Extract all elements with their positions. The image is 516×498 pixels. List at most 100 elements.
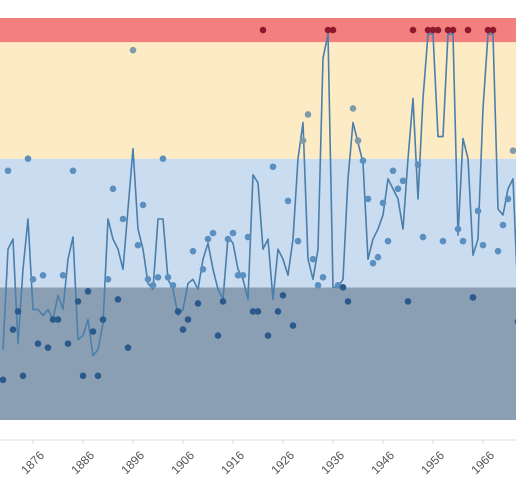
data-point xyxy=(434,26,442,34)
data-point xyxy=(204,235,212,243)
data-point xyxy=(84,288,92,295)
data-point xyxy=(34,340,42,347)
data-point xyxy=(234,271,242,279)
data-point xyxy=(174,308,182,315)
data-point xyxy=(479,241,487,249)
x-tick-label: 1956 xyxy=(418,448,447,477)
data-point xyxy=(104,276,112,283)
x-tick-label: 1906 xyxy=(168,448,197,477)
data-point xyxy=(169,282,177,289)
band xyxy=(0,158,516,288)
data-point xyxy=(89,328,97,335)
band xyxy=(0,287,516,420)
data-point xyxy=(499,221,507,229)
data-point xyxy=(454,225,462,233)
data-point xyxy=(224,235,232,243)
data-point xyxy=(359,157,367,165)
data-point xyxy=(144,276,152,283)
data-point xyxy=(164,273,172,281)
data-point xyxy=(404,298,412,305)
data-point xyxy=(459,237,467,245)
data-point xyxy=(4,167,12,175)
data-point xyxy=(489,26,497,34)
data-point xyxy=(19,372,27,380)
data-point xyxy=(419,233,427,241)
data-point xyxy=(209,229,217,237)
x-tick-label: 1896 xyxy=(118,448,147,477)
data-point xyxy=(154,273,162,281)
data-point xyxy=(494,247,502,255)
data-point xyxy=(54,316,62,323)
data-point xyxy=(64,340,72,347)
data-point xyxy=(469,294,477,301)
data-point xyxy=(59,271,67,279)
data-point xyxy=(39,271,47,279)
data-point xyxy=(484,26,492,34)
data-point xyxy=(149,282,157,289)
x-tick-label: 1926 xyxy=(268,448,297,477)
data-point xyxy=(214,332,222,339)
data-point xyxy=(299,137,307,144)
data-point xyxy=(79,372,87,380)
data-point xyxy=(139,201,147,209)
data-point xyxy=(439,237,447,245)
x-tick-label: 1946 xyxy=(368,448,397,477)
data-point xyxy=(424,26,432,34)
x-tick-label: 1886 xyxy=(68,448,97,477)
data-point xyxy=(319,273,327,281)
data-point xyxy=(259,26,267,34)
data-point xyxy=(269,163,277,171)
data-point xyxy=(374,253,382,261)
data-point xyxy=(49,316,57,323)
data-point xyxy=(379,199,387,207)
data-point xyxy=(349,105,357,112)
data-point xyxy=(189,247,197,255)
data-point xyxy=(334,282,342,289)
data-point xyxy=(444,26,452,34)
data-point xyxy=(364,195,372,203)
data-point xyxy=(254,308,262,315)
x-tick-label: 1936 xyxy=(318,448,347,477)
data-point xyxy=(389,167,397,175)
x-tick-label: 1966 xyxy=(468,448,497,477)
data-point xyxy=(329,26,337,34)
data-point xyxy=(449,26,457,34)
data-point xyxy=(414,161,422,169)
data-point xyxy=(24,155,32,162)
data-point xyxy=(284,197,292,205)
data-point xyxy=(474,207,482,215)
data-point xyxy=(264,332,272,339)
data-point xyxy=(309,255,317,263)
data-point xyxy=(399,177,407,185)
data-point xyxy=(304,111,312,118)
data-point xyxy=(29,276,37,283)
data-point xyxy=(409,26,417,34)
data-point xyxy=(219,298,227,305)
x-tick-label: 1916 xyxy=(218,448,247,477)
data-point xyxy=(289,322,297,329)
data-point xyxy=(394,185,402,193)
data-point xyxy=(344,298,352,305)
data-point xyxy=(114,296,122,303)
data-point xyxy=(74,298,82,305)
data-point xyxy=(229,229,237,237)
data-point xyxy=(314,282,322,289)
data-point xyxy=(94,372,102,380)
data-point xyxy=(69,167,77,175)
data-point xyxy=(509,147,516,154)
data-point xyxy=(44,344,52,351)
data-point xyxy=(194,300,202,307)
data-point xyxy=(324,26,332,34)
data-point xyxy=(0,376,7,384)
data-point xyxy=(134,241,142,249)
data-point xyxy=(184,316,192,323)
data-point xyxy=(249,308,257,315)
data-point xyxy=(504,195,512,203)
data-point xyxy=(369,259,377,267)
data-point xyxy=(294,237,302,245)
data-point xyxy=(244,233,252,241)
data-point xyxy=(199,265,207,273)
x-tick-label: 1876 xyxy=(18,448,47,477)
data-point xyxy=(124,344,132,351)
